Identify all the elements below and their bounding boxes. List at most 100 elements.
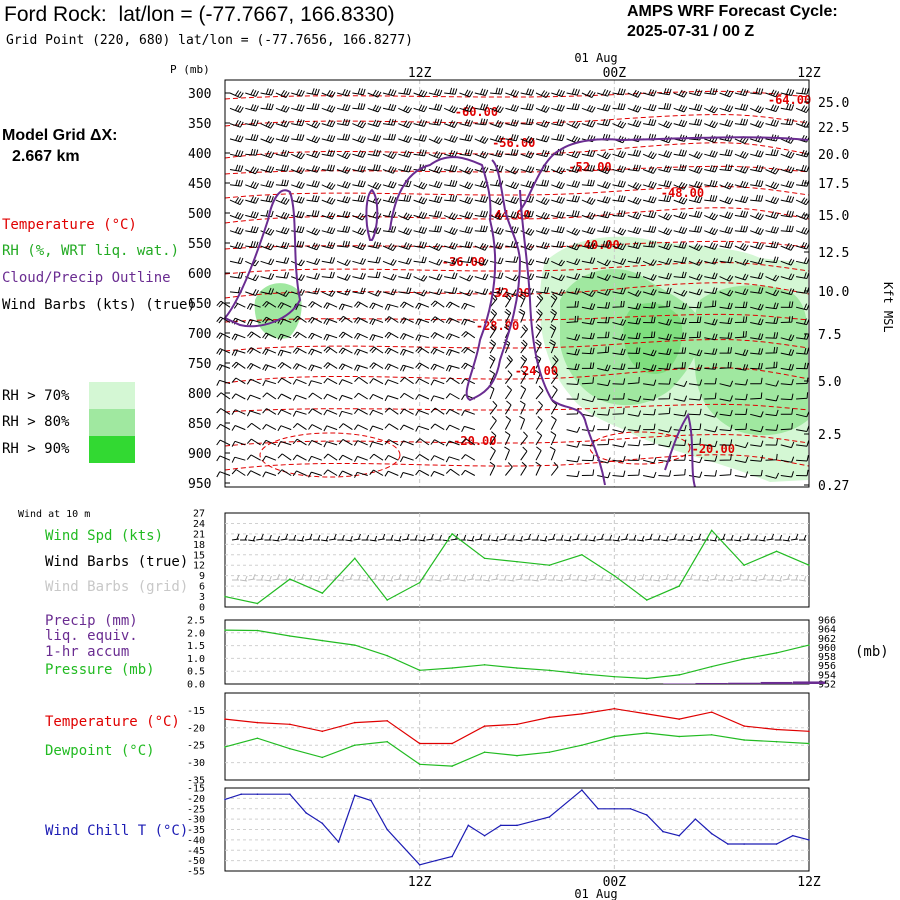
wind-barb (504, 308, 512, 323)
wind-barb (290, 151, 305, 160)
wind-barb (612, 455, 626, 463)
surface-barbs-grid (232, 573, 807, 582)
wind-barb (444, 242, 458, 250)
wind-barb (520, 118, 534, 126)
wind-barb (428, 88, 443, 97)
wind-barb (704, 362, 718, 370)
pressure-tick-label: 850 (188, 417, 211, 432)
dewpoint-line-point (386, 740, 389, 743)
dewpoint-line-point (678, 735, 681, 738)
wind-chill-line-point (483, 834, 486, 837)
wind-barb (369, 393, 384, 400)
wind-chill-line-point (581, 789, 583, 791)
isotherm-label: -20.00 (453, 434, 496, 448)
wind-barb (597, 301, 611, 309)
wind-barb (245, 289, 259, 296)
wind-barb (535, 257, 550, 265)
legend-temperature: Temperature (°C) (2, 217, 137, 233)
wind-barb (459, 119, 473, 127)
wind-barb (321, 226, 336, 235)
wind-barb (415, 346, 430, 354)
wind-barb (415, 318, 430, 326)
height-tick-label: 10.0 (818, 285, 849, 300)
wind-barb (321, 134, 336, 143)
wind-barb (461, 425, 475, 433)
wind-barb (719, 409, 733, 417)
wind-barb (505, 370, 513, 384)
wind-barb (382, 103, 397, 112)
wind-barb (292, 378, 307, 385)
wind-barb (369, 302, 384, 310)
wind-barb (292, 470, 307, 477)
wind-chill-tick-label: -30 (187, 815, 205, 826)
wind-barb (292, 315, 307, 323)
wind-barb (385, 534, 394, 541)
wind-barb (734, 180, 749, 189)
wind-barb (444, 150, 458, 158)
wind-barb (461, 454, 476, 461)
wind-barb (474, 273, 489, 281)
wind-barb (642, 273, 657, 281)
wind-barb (296, 573, 305, 581)
wind-barb (229, 105, 244, 113)
wind-barb (474, 258, 489, 266)
wind-barb (430, 439, 445, 446)
wind-barb (726, 575, 734, 582)
wind-barb (642, 88, 657, 97)
wind-barb (384, 363, 399, 371)
wind-speed-line-point (224, 595, 226, 598)
wind-chill-line-point (289, 793, 291, 796)
height-tick-label: 12.5 (818, 246, 849, 261)
wind-barb (459, 211, 474, 219)
wind-barb (535, 272, 550, 279)
isotherm-label: -48.00 (661, 186, 704, 200)
wind-barb (750, 575, 758, 582)
wind-chill-tick-label: -40 (187, 835, 205, 846)
wind-chill-line-point (321, 822, 324, 825)
wind-barb (275, 271, 290, 279)
wind-barb (280, 574, 289, 581)
wind-barb (354, 471, 368, 478)
wind-barb (734, 393, 748, 401)
wind-barb (384, 439, 399, 446)
pressure-line-point (613, 675, 616, 678)
wind-barb (688, 393, 702, 401)
wind-barb (765, 196, 780, 205)
wind-barb (550, 431, 557, 446)
wind-barb (597, 364, 611, 372)
wind-barb (597, 181, 611, 189)
wind-barb (352, 120, 367, 129)
wind-barb (240, 534, 248, 541)
wind-barb (719, 241, 733, 249)
wind-barb (450, 533, 459, 541)
wind-barb (413, 226, 428, 234)
wind-barb (566, 470, 580, 478)
wind-barb (216, 392, 231, 400)
wind-barb (572, 574, 580, 581)
wind-barb (488, 354, 496, 369)
wind-barb (597, 166, 611, 175)
wind-barb (520, 165, 535, 174)
wind-barb (765, 119, 779, 127)
wind-barb (566, 150, 581, 159)
wind-barb (612, 300, 625, 308)
wind-barb (292, 410, 307, 417)
wind-barb (352, 287, 366, 295)
wind-barb (323, 362, 338, 369)
wind-barb (321, 241, 336, 249)
wind-barb (673, 211, 688, 220)
wind-barb (428, 243, 443, 251)
wind-barb (627, 182, 642, 190)
wind-barb (766, 574, 775, 581)
legend-precip-3: 1-hr accum (45, 644, 130, 660)
wind-barb (566, 393, 580, 400)
wind-barb (547, 533, 556, 541)
wind-barb (367, 211, 382, 220)
wind-barb (796, 469, 809, 477)
wind-barb (400, 377, 414, 385)
wind-barb (231, 377, 246, 385)
pressure-tick-label: 600 (188, 267, 211, 282)
wind-barb (551, 274, 566, 282)
wind-barb (321, 271, 335, 279)
wind-barb (291, 104, 305, 112)
